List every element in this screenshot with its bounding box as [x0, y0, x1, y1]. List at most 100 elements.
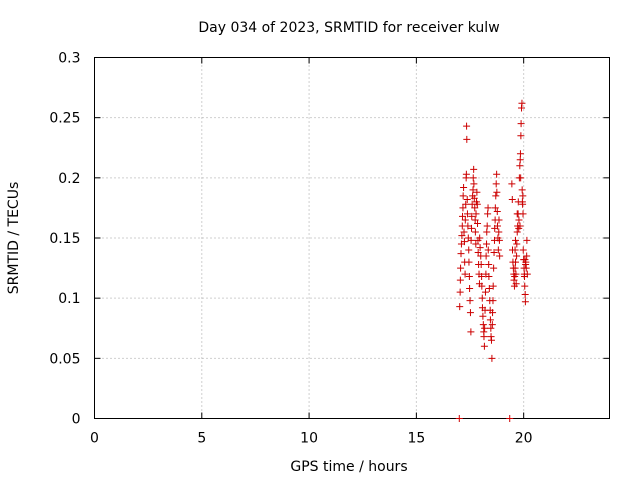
data-point [463, 135, 471, 143]
data-point [487, 324, 495, 332]
data-point [521, 298, 529, 306]
data-point [458, 232, 466, 240]
data-point [469, 186, 477, 194]
data-point [489, 309, 497, 317]
data-point [456, 288, 464, 296]
data-point [480, 333, 488, 341]
data-point [521, 282, 529, 290]
data-point [513, 252, 521, 260]
x-tick-label: 5 [197, 431, 206, 447]
x-tick-label: 15 [407, 431, 425, 447]
data-point [485, 285, 493, 293]
data-point [472, 210, 480, 218]
data-point [522, 260, 530, 268]
data-point [518, 186, 526, 194]
data-point [495, 236, 503, 244]
data-point [517, 174, 525, 182]
data-point [520, 270, 528, 278]
data-point [518, 99, 526, 107]
data-point [485, 273, 493, 281]
data-point [521, 291, 529, 299]
data-point [460, 228, 468, 236]
data-point [479, 312, 487, 320]
x-tick-label: 0 [90, 431, 99, 447]
y-tick-label: 0.15 [49, 231, 80, 247]
data-point [511, 246, 519, 254]
data-point [489, 282, 497, 290]
data-point [471, 216, 479, 224]
data-point [460, 183, 468, 191]
data-point [492, 192, 500, 200]
data-point [470, 194, 478, 202]
data-point [467, 328, 475, 336]
data-point [463, 210, 471, 218]
y-tick-label: 0.2 [58, 171, 80, 187]
data-point [519, 246, 527, 254]
y-axis-label: SRMTID / TECUs [6, 182, 22, 295]
data-points [455, 99, 531, 422]
data-point [463, 195, 471, 203]
data-point [470, 180, 478, 188]
y-tick-label: 0.1 [58, 291, 80, 307]
data-point [508, 195, 516, 203]
data-point [495, 228, 503, 236]
data-point [480, 342, 488, 350]
data-point [462, 170, 470, 178]
data-point [465, 273, 473, 281]
data-point [464, 222, 472, 230]
data-point [513, 210, 521, 218]
data-point [510, 276, 518, 284]
data-point [466, 297, 474, 305]
data-point [512, 270, 520, 278]
axis-ticks: 0 5 10 15 20 0 0.05 0.1 0.15 0.2 0.25 0.3 [49, 51, 610, 447]
data-point [517, 120, 525, 128]
data-point [478, 273, 486, 281]
grid [94, 57, 610, 419]
data-point [482, 252, 490, 260]
data-point [455, 415, 463, 422]
data-point [522, 264, 530, 272]
data-point [517, 132, 525, 140]
y-tick-label: 0.05 [49, 351, 80, 367]
data-point [465, 258, 473, 266]
data-point [477, 260, 485, 268]
data-point [487, 336, 495, 344]
data-point [496, 252, 504, 260]
plot-frame [94, 57, 610, 419]
data-point [467, 236, 475, 244]
data-point [468, 212, 476, 220]
data-point [493, 170, 501, 178]
data-point [488, 321, 496, 329]
data-point [483, 240, 491, 248]
data-point [485, 260, 493, 268]
data-point [474, 248, 482, 256]
data-point [516, 222, 524, 230]
data-point [490, 248, 498, 256]
data-point [492, 180, 500, 188]
data-point [512, 280, 520, 288]
data-point [461, 270, 469, 278]
data-point [515, 216, 523, 224]
y-tick-label: 0 [72, 412, 81, 428]
data-point [479, 321, 487, 329]
data-point [457, 250, 465, 258]
data-point [468, 224, 476, 232]
data-point [466, 285, 474, 293]
data-point [513, 228, 521, 236]
data-point [523, 236, 531, 244]
data-point [478, 294, 486, 302]
data-point [481, 288, 489, 296]
data-point [471, 204, 479, 212]
data-point [489, 297, 497, 305]
data-point [466, 309, 474, 317]
data-point [484, 246, 492, 254]
data-point [472, 240, 480, 248]
data-point [506, 415, 514, 422]
y-tick-label: 0.25 [49, 111, 80, 127]
data-point [456, 303, 464, 311]
data-point [516, 162, 524, 170]
data-point [519, 200, 527, 208]
data-point [470, 165, 478, 173]
data-point [484, 204, 492, 212]
